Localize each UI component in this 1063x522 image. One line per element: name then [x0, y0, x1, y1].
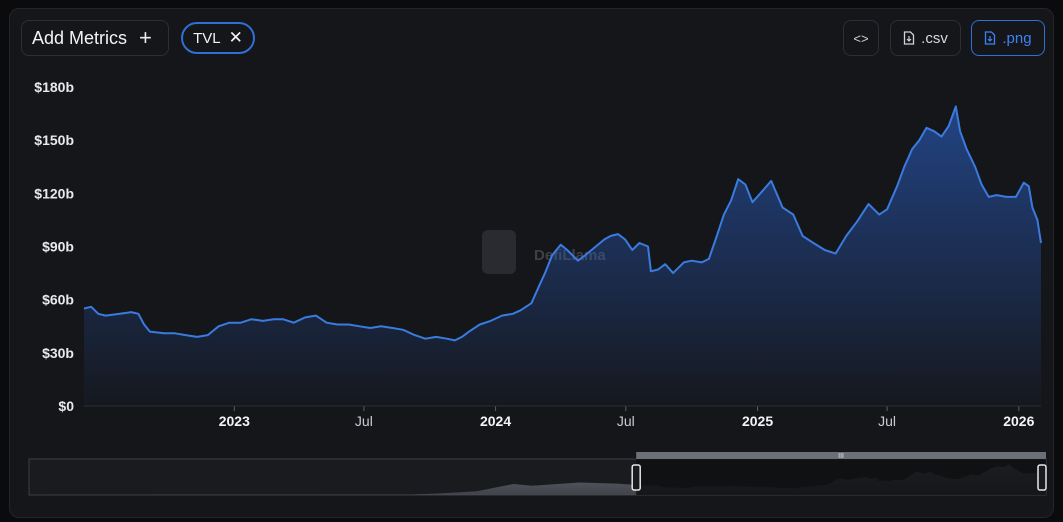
grip-icon: III: [838, 453, 844, 460]
x-tick-label: 2026: [1003, 413, 1034, 429]
embed-button[interactable]: <>: [843, 20, 879, 56]
download-csv-button[interactable]: .csv: [890, 20, 961, 56]
metric-chip-tvl[interactable]: TVL ✕: [181, 22, 255, 54]
range-slider-right-handle[interactable]: [1037, 464, 1047, 491]
metric-chip-label: TVL: [193, 29, 221, 47]
range-slider-left-handle[interactable]: [631, 464, 641, 491]
range-slider-selection[interactable]: [636, 459, 1046, 495]
x-tick-label: 2024: [480, 413, 511, 429]
x-axis: 2023 Jul 2024 Jul 2025 Jul 2026: [219, 406, 1035, 429]
x-tick-label: 2025: [742, 413, 773, 429]
watermark-logo-icon: [482, 230, 516, 274]
y-tick-label: $150b: [34, 132, 74, 148]
y-axis: $0 $30b $60b $90b $120b $150b $180b: [34, 79, 74, 414]
download-png-button[interactable]: .png: [971, 20, 1045, 56]
tvl-area-fill: [84, 106, 1041, 406]
code-icon: <>: [853, 30, 869, 46]
add-metrics-label: Add Metrics: [32, 27, 128, 48]
csv-label: .csv: [921, 29, 948, 47]
range-slider[interactable]: III: [28, 452, 1047, 496]
y-tick-label: $60b: [42, 292, 74, 308]
y-tick-label: $90b: [42, 239, 74, 255]
file-download-icon: [984, 31, 996, 45]
x-tick-label: 2023: [219, 413, 250, 429]
y-tick-label: $30b: [42, 345, 74, 361]
close-icon[interactable]: ✕: [228, 28, 243, 47]
tvl-series-line: [83, 105, 1042, 342]
plus-icon: +: [139, 25, 152, 50]
add-metrics-button[interactable]: Add Metrics +: [21, 20, 169, 56]
y-tick-label: $180b: [34, 79, 74, 95]
y-tick-label: $0: [58, 398, 74, 414]
file-download-icon: [903, 31, 915, 45]
png-label: .png: [1002, 29, 1032, 47]
x-tick-label: Jul: [355, 413, 373, 429]
x-tick-label: Jul: [878, 413, 896, 429]
x-tick-label: Jul: [617, 413, 635, 429]
range-slider-drag-bar[interactable]: [636, 452, 1046, 459]
y-tick-label: $120b: [34, 185, 74, 201]
